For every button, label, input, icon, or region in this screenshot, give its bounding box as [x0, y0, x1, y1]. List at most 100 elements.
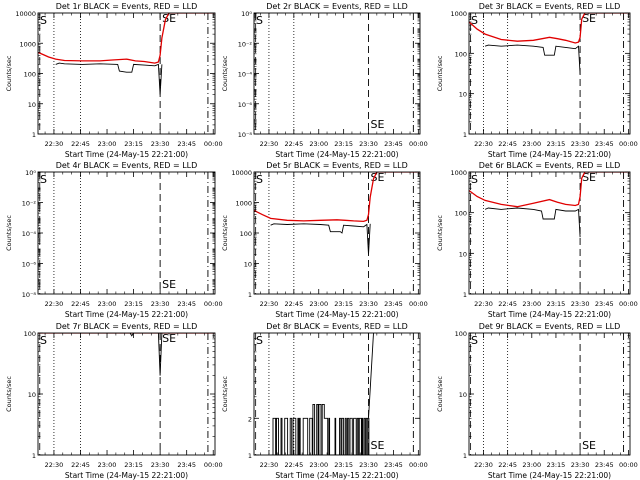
x-tick-label: 23:15 [547, 461, 566, 469]
panel-title: Det 9r BLACK = Events, RED = LLD [479, 322, 621, 331]
marker-label-se: SE [582, 439, 596, 452]
marker-label-s: S [40, 14, 47, 27]
x-tick-label: 23:00 [522, 300, 541, 308]
x-tick-label: 22:45 [71, 140, 90, 148]
x-tick-label: 00:00 [619, 461, 638, 469]
series-lld-line [254, 172, 420, 223]
plot-area [270, 333, 374, 455]
plot-area [254, 172, 420, 255]
x-tick-label: 00:00 [409, 140, 428, 148]
plot-area [469, 13, 630, 75]
y-axis-title: Counts/sec [221, 376, 229, 412]
x-tick-label: 23:45 [595, 300, 614, 308]
plot-frame [468, 332, 631, 456]
panel-det-7: Det 7r BLACK = Events, RED = LLD Start Ti… [5, 322, 223, 480]
panel-title: Det 7r BLACK = Events, RED = LLD [56, 322, 198, 331]
y-tick-label: 1 [463, 291, 467, 299]
plot-frame [37, 12, 216, 135]
x-axis-title: Start Time (24-May-15 22:21:00) [275, 471, 398, 480]
x-tick-label: 00:00 [204, 300, 223, 308]
y-tick-label: 1000 [19, 40, 36, 48]
x-axis-title: Start Time (24-May-15 22:21:00) [65, 150, 188, 159]
series-events-line [55, 333, 163, 376]
y-tick-label: 10 [459, 91, 467, 99]
panel-det-8: Det 8r BLACK = Events, RED = LLD Start Ti… [221, 322, 428, 480]
y-axis-title: Counts/sec [436, 376, 444, 412]
plot-frame [253, 171, 421, 295]
y-tick-label: 100 [240, 230, 252, 238]
panel-title: Det 5r BLACK = Events, RED = LLD [266, 161, 408, 170]
x-tick-label: 22:30 [260, 300, 279, 308]
plot-area [38, 333, 215, 376]
x-tick-label: 23:45 [384, 140, 403, 148]
y-axis-title: Counts/sec [436, 215, 444, 251]
y-tick-label: 10⁻² [238, 40, 253, 48]
plot-area [469, 172, 630, 238]
x-tick-label: 23:30 [151, 461, 170, 469]
plot-frame [468, 12, 631, 135]
y-tick-label: 10000 [231, 169, 252, 177]
marker-label-s: S [256, 334, 263, 347]
marker-label-s: S [40, 334, 47, 347]
x-tick-label: 22:45 [71, 461, 90, 469]
series-events-line [484, 207, 581, 238]
y-axis-title: Counts/sec [5, 376, 13, 412]
y-tick-label: 1 [248, 452, 252, 460]
x-tick-label: 23:45 [595, 140, 614, 148]
y-tick-label: 10⁻² [22, 200, 37, 208]
x-tick-label: 22:45 [284, 461, 303, 469]
x-tick-label: 00:00 [409, 300, 428, 308]
x-tick-label: 22:30 [474, 461, 493, 469]
y-tick-label: 1 [32, 452, 36, 460]
x-tick-label: 23:45 [177, 140, 196, 148]
x-axis-title: Start Time (24-May-15 22:21:00) [488, 310, 611, 319]
y-axis-title: Counts/sec [221, 55, 229, 91]
x-tick-label: 22:30 [45, 300, 64, 308]
x-tick-label: 22:30 [474, 140, 493, 148]
x-tick-label: 23:30 [359, 300, 378, 308]
x-tick-label: 23:30 [571, 140, 590, 148]
panel-title: Det 3r BLACK = Events, RED = LLD [479, 2, 621, 11]
x-tick-label: 23:30 [571, 300, 590, 308]
x-axis-title: Start Time (24-May-15 22:21:00) [65, 471, 188, 480]
x-tick-label: 23:30 [359, 461, 378, 469]
panel-title: Det 8r BLACK = Events, RED = LLD [266, 322, 408, 331]
x-tick-label: 23:45 [384, 461, 403, 469]
marker-label-se: SE [582, 171, 596, 184]
y-axis-title: Counts/sec [221, 215, 229, 251]
y-tick-label: 10⁻⁸ [22, 291, 37, 299]
x-tick-label: 22:30 [260, 140, 279, 148]
y-tick-label: 10⁻⁶ [238, 101, 253, 109]
series-events-line [55, 62, 163, 95]
marker-label-se: SE [162, 278, 176, 291]
marker-label-se: SE [162, 332, 176, 345]
marker-label-se: SE [371, 171, 385, 184]
x-tick-label: 22:30 [474, 300, 493, 308]
series-events-line [270, 223, 371, 255]
panel-title: Det 1r BLACK = Events, RED = LLD [56, 2, 198, 11]
y-tick-label: 100 [455, 210, 467, 218]
x-axis-title: Start Time (24-May-15 22:21:00) [488, 471, 611, 480]
series-events-line [484, 44, 581, 75]
panel-title: Det 2r BLACK = Events, RED = LLD [266, 2, 408, 11]
marker-label-s: S [256, 14, 263, 27]
x-tick-label: 23:30 [151, 300, 170, 308]
x-tick-label: 23:15 [334, 300, 353, 308]
x-tick-label: 00:00 [619, 140, 638, 148]
x-tick-label: 23:30 [359, 140, 378, 148]
x-tick-label: 22:45 [498, 140, 517, 148]
x-tick-label: 00:00 [409, 461, 428, 469]
plot-frame [253, 332, 421, 456]
y-tick-label: 1000 [450, 10, 467, 18]
x-tick-label: 23:00 [522, 461, 541, 469]
y-tick-label: 10⁰ [241, 10, 252, 18]
x-axis-title: Start Time (24-May-15 22:21:00) [488, 150, 611, 159]
x-tick-label: 00:00 [619, 300, 638, 308]
x-tick-label: 22:30 [260, 461, 279, 469]
plot-frame [253, 12, 421, 135]
y-tick-label: 10 [459, 391, 467, 399]
x-tick-label: 23:00 [522, 140, 541, 148]
x-tick-label: 22:45 [498, 300, 517, 308]
x-tick-label: 23:45 [595, 461, 614, 469]
